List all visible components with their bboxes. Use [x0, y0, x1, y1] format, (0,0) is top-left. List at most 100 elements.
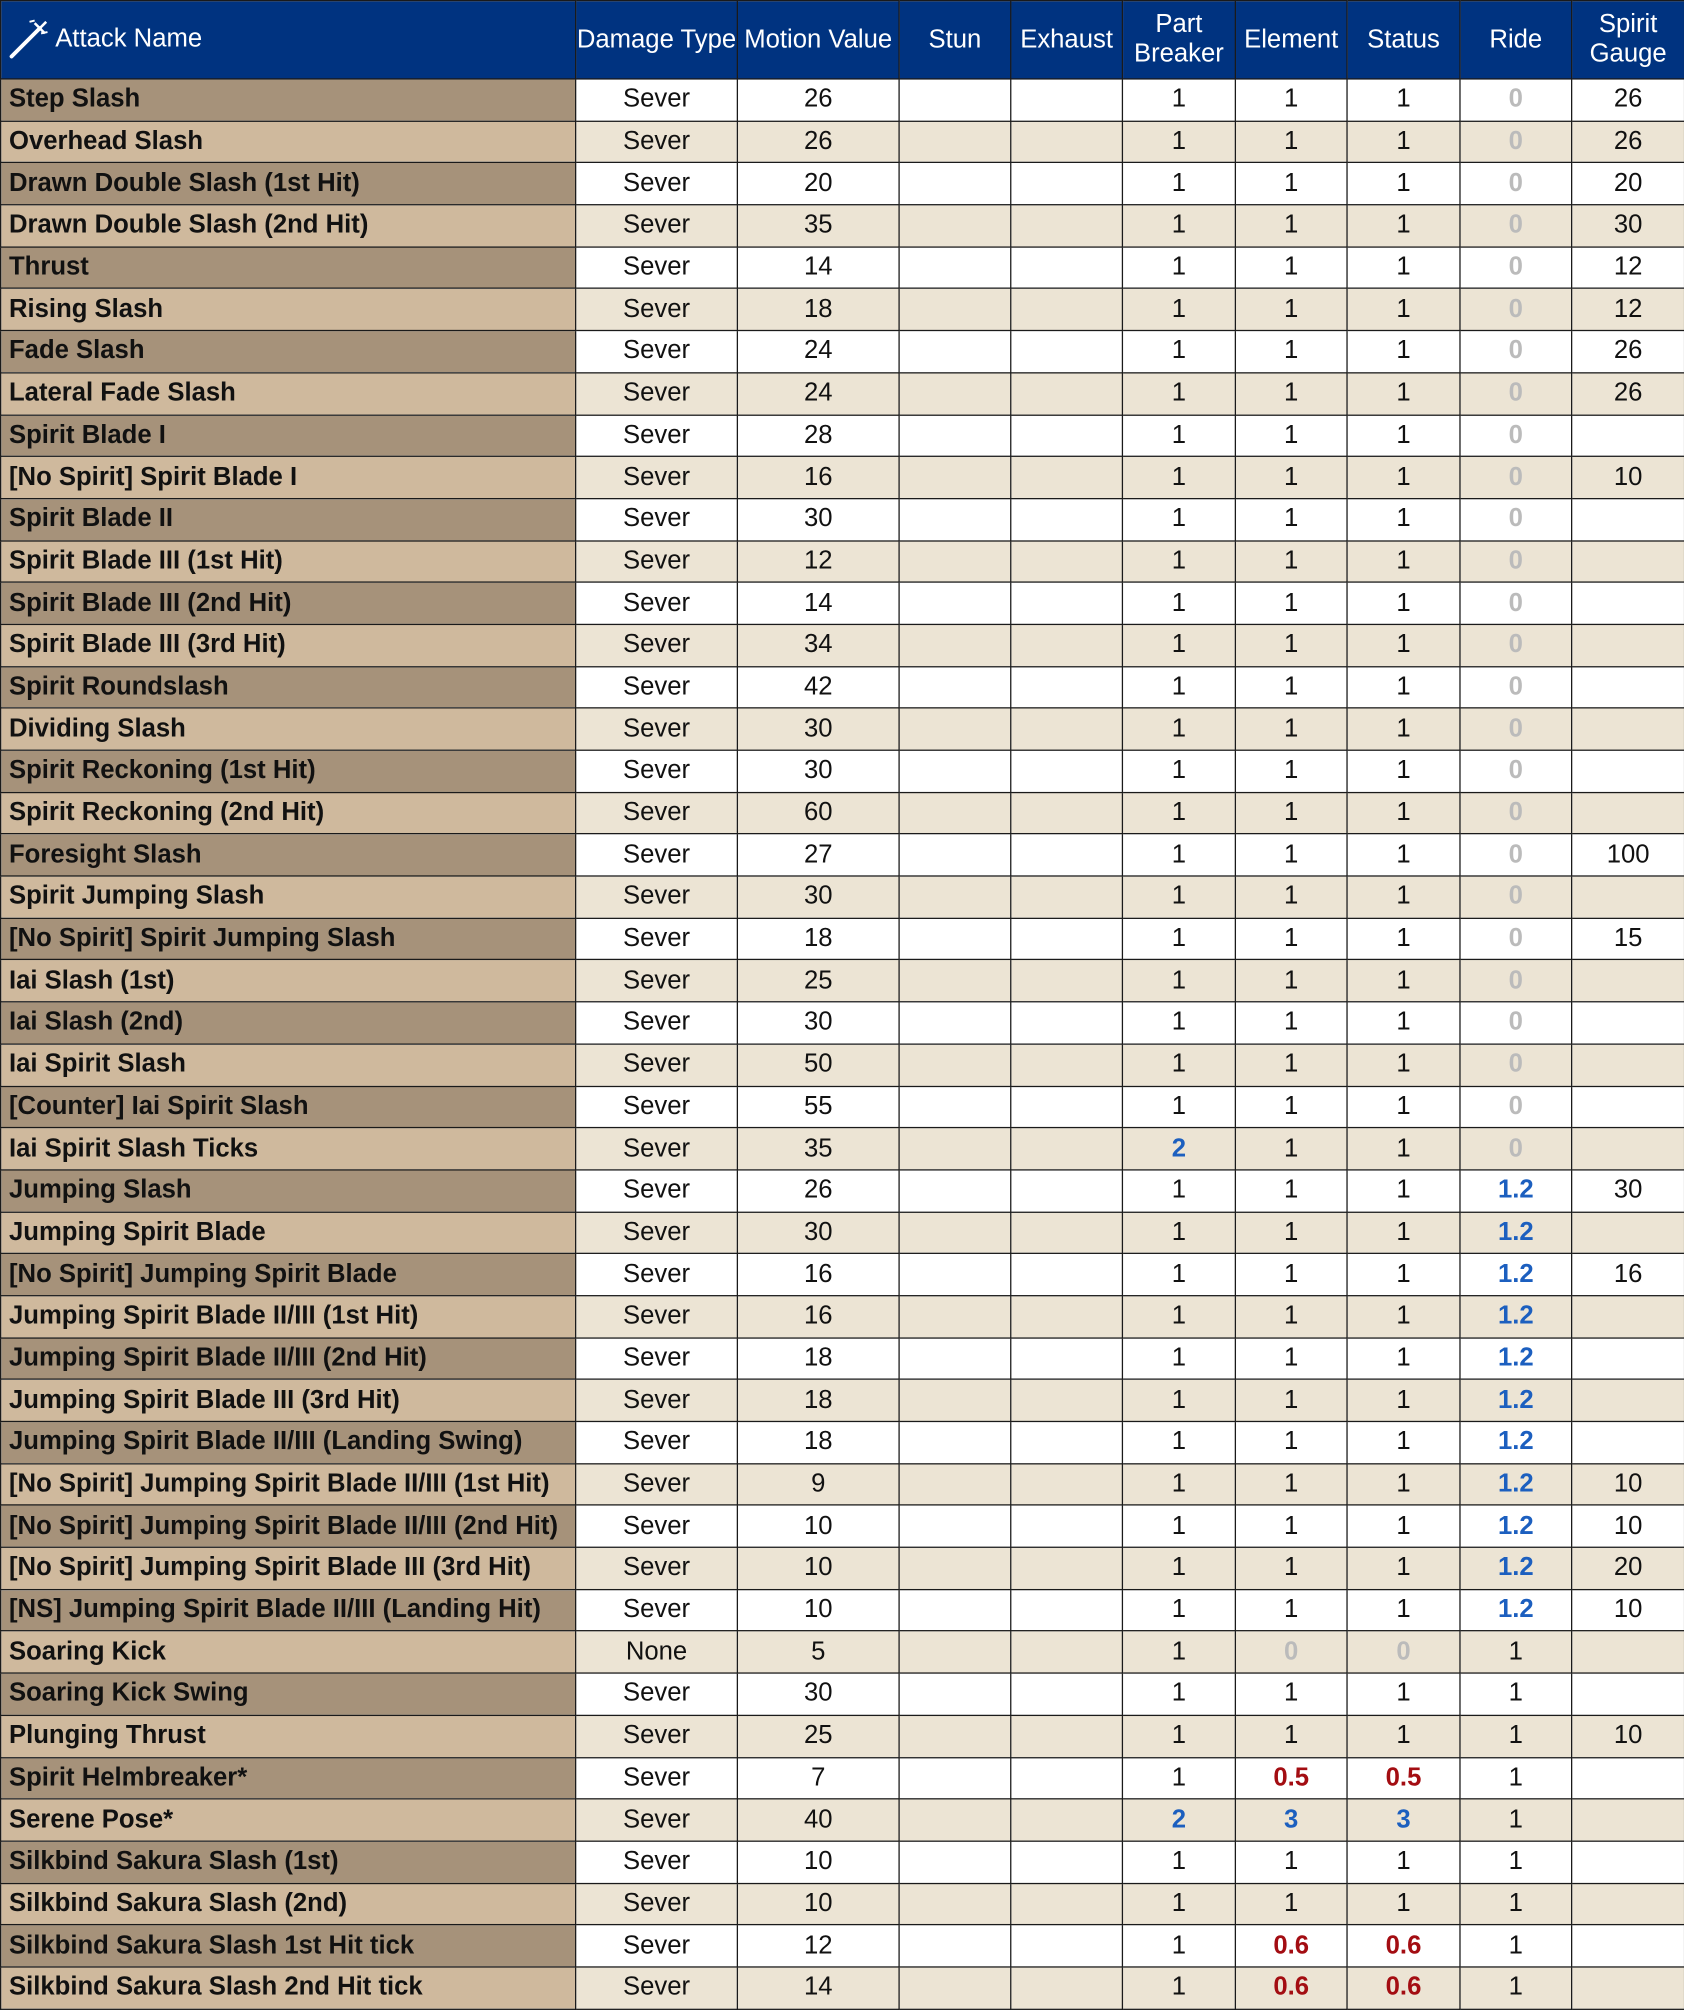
table-row: [No Spirit] Spirit Jumping Slash Sever 18 1…: [0, 917, 1684, 961]
cell-part-breaker: 2: [1121, 1127, 1237, 1171]
cell-spirit-gauge: [1571, 413, 1684, 458]
cell-status: 1: [1346, 539, 1461, 584]
header-exhaust[interactable]: Exhaust: [1010, 0, 1124, 80]
cell-attack-name: Drawn Double Slash (2nd Hit): [0, 204, 577, 248]
cell-status: 1: [1346, 959, 1461, 1003]
table-row: Jumping Spirit Blade II/III (2nd Hit) Sev…: [0, 1336, 1684, 1381]
cell-element: 1: [1234, 1294, 1348, 1339]
cell-motion-value: 28: [736, 413, 900, 458]
cell-status: 0.5: [1346, 1756, 1461, 1800]
table-row: Rising Slash Sever 18 1 1 1 0 12: [0, 288, 1684, 332]
cell-spirit-gauge: 26: [1571, 78, 1684, 122]
table-row: Iai Spirit Slash Ticks Sever 35 2 1 1 0: [0, 1127, 1684, 1171]
header-element[interactable]: Element: [1234, 0, 1348, 80]
cell-status: 1: [1346, 162, 1461, 206]
header-ride[interactable]: Ride: [1459, 0, 1573, 80]
cell-attack-name: [Counter] Iai Spirit Slash: [0, 1085, 577, 1129]
cell-status: 1: [1346, 455, 1461, 500]
cell-motion-value: 20: [736, 162, 900, 206]
header-spirit-gauge[interactable]: Spirit Gauge: [1571, 0, 1684, 80]
cell-spirit-gauge: [1571, 1211, 1684, 1255]
cell-part-breaker: 1: [1121, 1085, 1237, 1129]
header-motion-value[interactable]: Motion Value: [736, 0, 900, 80]
table-row: [Counter] Iai Spirit Slash Sever 55 1 1 1 0: [0, 1085, 1684, 1129]
cell-stun: [898, 413, 1012, 458]
cell-ride: 0: [1459, 665, 1573, 709]
cell-ride: 1.2: [1459, 1588, 1573, 1632]
cell-attack-name: Spirit Blade III (2nd Hit): [0, 581, 577, 625]
cell-exhaust: [1010, 1085, 1124, 1129]
cell-exhaust: [1010, 959, 1124, 1003]
header-attack-name[interactable]: Attack Name: [0, 0, 577, 80]
header-part-breaker[interactable]: Part Breaker: [1121, 0, 1237, 80]
cell-element: 1: [1234, 120, 1348, 164]
cell-ride: 1.2: [1459, 1169, 1573, 1213]
cell-status: 1: [1346, 1672, 1461, 1716]
cell-status: 1: [1346, 875, 1461, 919]
cell-spirit-gauge: [1571, 1378, 1684, 1423]
cell-ride: 0: [1459, 1043, 1573, 1087]
cell-stun: [898, 497, 1012, 542]
table-row: Overhead Slash Sever 26 1 1 1 0 26: [0, 120, 1684, 164]
cell-exhaust: [1010, 204, 1124, 248]
cell-attack-name: Plunging Thrust: [0, 1714, 577, 1758]
cell-damage-type: Sever: [575, 246, 739, 290]
cell-ride: 1.2: [1459, 1336, 1573, 1381]
cell-damage-type: Sever: [575, 1085, 739, 1129]
cell-exhaust: [1010, 1211, 1124, 1255]
cell-spirit-gauge: [1571, 707, 1684, 751]
cell-attack-name: Spirit Blade I: [0, 413, 577, 458]
cell-stun: [898, 581, 1012, 625]
cell-status: 1: [1346, 246, 1461, 290]
cell-element: 1: [1234, 1420, 1348, 1465]
cell-motion-value: 10: [736, 1546, 900, 1590]
cell-status: 1: [1346, 1882, 1461, 1926]
cell-attack-name: Jumping Spirit Blade III (3rd Hit): [0, 1378, 577, 1423]
cell-stun: [898, 791, 1012, 835]
header-stun[interactable]: Stun: [898, 0, 1012, 80]
table-row: Jumping Spirit Blade III (3rd Hit) Sever 1…: [0, 1378, 1684, 1423]
cell-stun: [898, 1127, 1012, 1171]
cell-status: 1: [1346, 833, 1461, 877]
header-status[interactable]: Status: [1346, 0, 1461, 80]
cell-damage-type: Sever: [575, 875, 739, 919]
cell-stun: [898, 1756, 1012, 1800]
cell-ride: 1: [1459, 1798, 1573, 1842]
header-damage-type[interactable]: Damage Type: [575, 0, 739, 80]
cell-damage-type: Sever: [575, 1169, 739, 1213]
cell-stun: [898, 288, 1012, 332]
cell-ride: 0: [1459, 1001, 1573, 1045]
cell-attack-name: Drawn Double Slash (1st Hit): [0, 162, 577, 206]
cell-element: 1: [1234, 246, 1348, 290]
cell-stun: [898, 78, 1012, 122]
cell-status: 1: [1346, 1127, 1461, 1171]
table-row: [No Spirit] Spirit Blade I Sever 16 1 1 1 0 10: [0, 455, 1684, 500]
cell-part-breaker: 1: [1121, 246, 1237, 290]
cell-element: 1: [1234, 539, 1348, 584]
cell-element: 1: [1234, 371, 1348, 416]
cell-stun: [898, 1336, 1012, 1381]
cell-damage-type: Sever: [575, 204, 739, 248]
cell-motion-value: 14: [736, 1966, 900, 2010]
cell-spirit-gauge: [1571, 1924, 1684, 1968]
cell-part-breaker: 1: [1121, 1420, 1237, 1465]
cell-spirit-gauge: [1571, 1420, 1684, 1465]
cell-exhaust: [1010, 1378, 1124, 1423]
cell-ride: 0: [1459, 1085, 1573, 1129]
cell-stun: [898, 1546, 1012, 1590]
cell-status: 1: [1346, 1546, 1461, 1590]
cell-motion-value: 25: [736, 959, 900, 1003]
table-row: Iai Spirit Slash Sever 50 1 1 1 0: [0, 1043, 1684, 1087]
cell-ride: 1.2: [1459, 1546, 1573, 1590]
cell-stun: [898, 1714, 1012, 1758]
cell-stun: [898, 455, 1012, 500]
cell-ride: 0: [1459, 1127, 1573, 1171]
table-row: Step Slash Sever 26 1 1 1 0 26: [0, 78, 1684, 122]
cell-motion-value: 50: [736, 1043, 900, 1087]
cell-stun: [898, 1840, 1012, 1884]
cell-spirit-gauge: 20: [1571, 162, 1684, 206]
cell-spirit-gauge: [1571, 791, 1684, 835]
cell-part-breaker: 1: [1121, 1756, 1237, 1800]
table-row: [No Spirit] Jumping Spirit Blade II/III …: [0, 1462, 1684, 1507]
cell-ride: 1.2: [1459, 1420, 1573, 1465]
